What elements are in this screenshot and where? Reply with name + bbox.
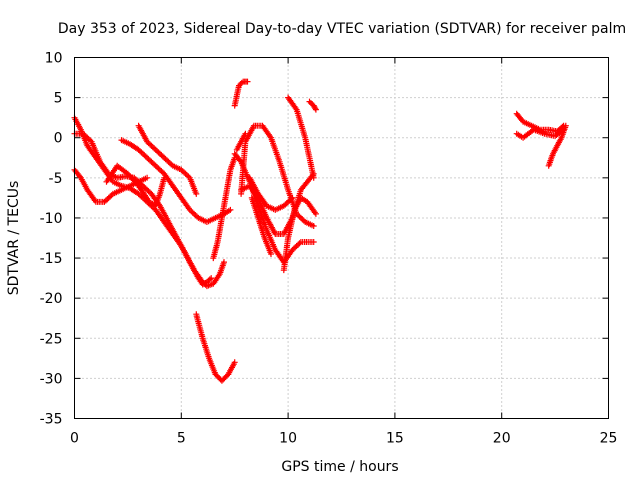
y-tick-label: 0 [54, 131, 63, 147]
plot-frame [74, 57, 609, 419]
chart-title: Day 353 of 2023, Sidereal Day-to-day VTE… [58, 21, 626, 37]
data-point-markers [306, 98, 319, 113]
grid [74, 57, 609, 419]
series-arc16 [280, 194, 319, 274]
series-arc8 [233, 130, 249, 153]
data-point-markers [545, 122, 569, 169]
x-tick-label: 20 [493, 431, 511, 447]
data-point-markers [233, 130, 249, 153]
data-point-markers [118, 137, 234, 225]
y-tick-label: -25 [40, 331, 63, 347]
data-point-markers [513, 126, 567, 141]
series-layer [71, 78, 569, 384]
series-arc14 [246, 174, 296, 213]
series-arc9 [231, 78, 251, 109]
series-arc15 [248, 194, 274, 257]
x-tick-label: 5 [177, 431, 186, 447]
y-tick-label: -10 [40, 211, 63, 227]
x-tick-label: 10 [279, 431, 297, 447]
data-point-markers [231, 78, 251, 109]
x-tick-label: 25 [600, 431, 618, 447]
series-arc18 [306, 98, 319, 113]
y-tick-label: -15 [40, 251, 63, 267]
data-point-markers [280, 194, 319, 274]
series-arc7 [210, 154, 238, 262]
y-tick-label: -30 [40, 371, 63, 387]
data-point-markers [246, 174, 296, 213]
y-tick-label: -35 [40, 412, 63, 428]
x-tick-label: 15 [386, 431, 404, 447]
y-tick-label: -5 [49, 171, 63, 187]
data-point-markers [135, 122, 200, 197]
y-tick-label: -20 [40, 291, 63, 307]
y-tick-label: 10 [45, 51, 63, 67]
y-tick-label: 5 [54, 91, 63, 107]
series-arc5 [118, 137, 234, 225]
series-arc6 [135, 122, 200, 197]
series-arc20 [513, 126, 567, 141]
y-axis-label: SDTVAR / TECUs [6, 181, 22, 296]
data-point-markers [285, 94, 317, 181]
data-point-markers [193, 311, 238, 384]
data-point-markers [210, 154, 238, 262]
series-arc4 [103, 162, 168, 209]
series-arc21 [545, 122, 569, 169]
series-arc2 [71, 130, 227, 290]
series-arc17 [285, 94, 317, 181]
series-arc10 [193, 311, 238, 384]
axis-ticks: 0 5 10 15 20 25 -35 -30 -25 -20 -15 -10 -5 0 5 10 [40, 51, 618, 447]
data-point-markers [248, 194, 274, 257]
x-axis-label: GPS time / hours [281, 459, 398, 475]
x-tick-label: 0 [70, 431, 79, 447]
data-point-markers [103, 162, 168, 209]
data-point-markers [71, 130, 227, 290]
